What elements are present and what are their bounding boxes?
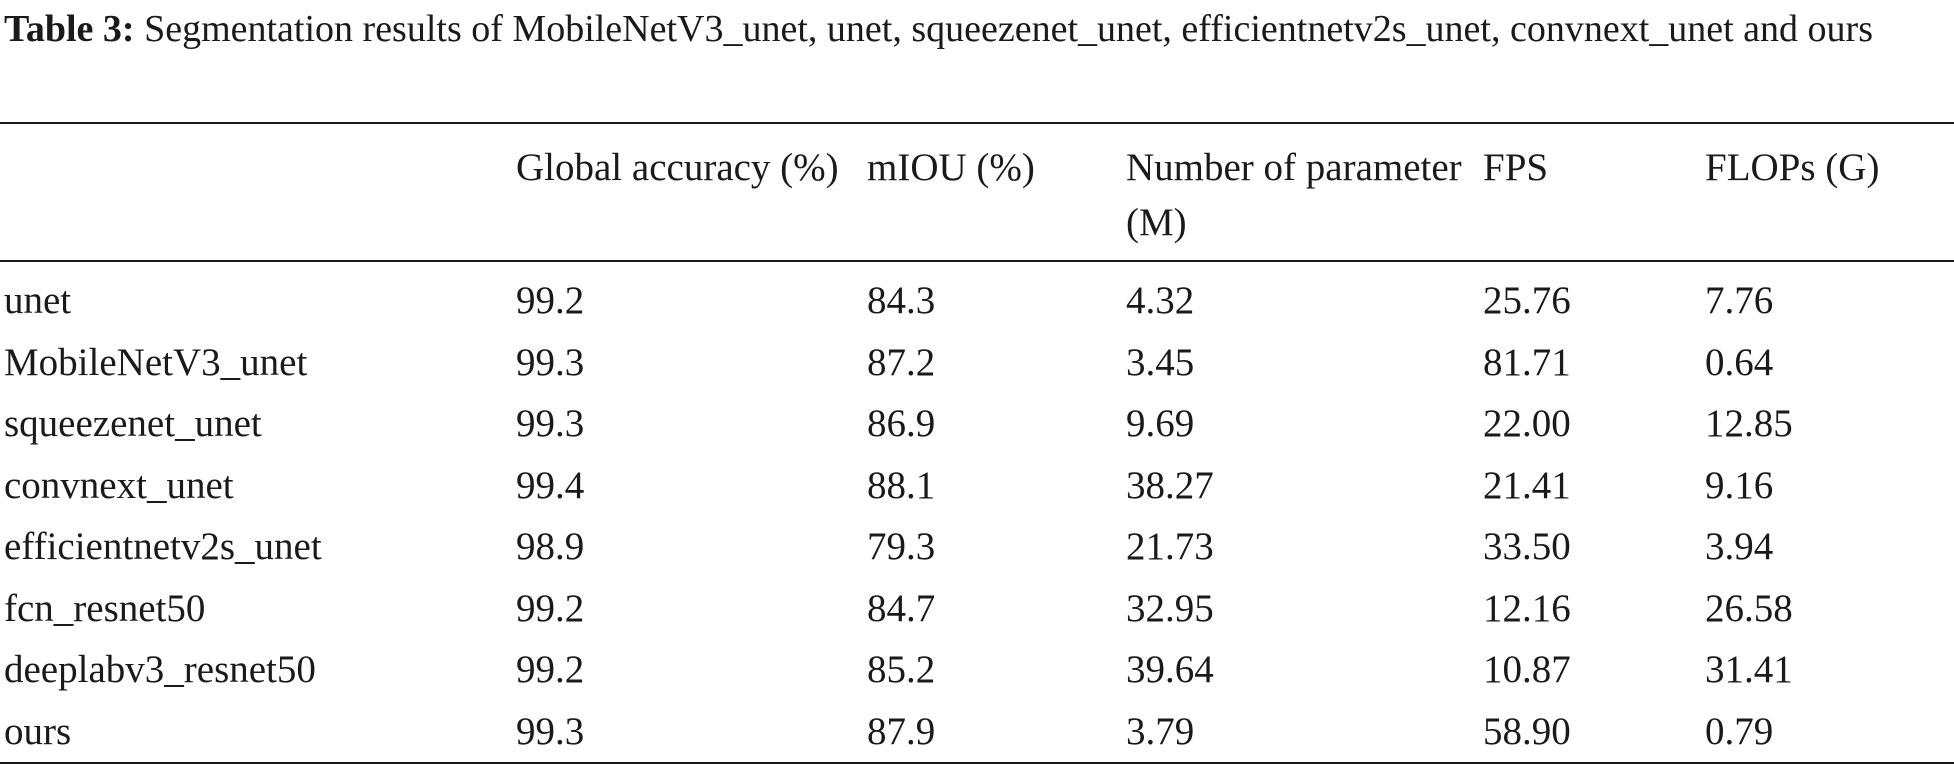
cell-global-accuracy: 99.2 [516,279,585,322]
cell-global-accuracy: 99.2 [516,586,585,630]
cell-global-accuracy: 99.3 [516,340,585,384]
table-row: squeezenet_unet 99.3 86.9 9.69 22.00 12.… [0,393,1954,455]
cell-method: MobileNetV3_unet [4,340,308,384]
cell-flops: 9.16 [1705,463,1774,507]
cell-method: fcn_resnet50 [4,586,206,630]
cell-flops: 3.94 [1705,525,1774,568]
cell-flops: 26.58 [1705,586,1793,630]
cell-fps: 33.50 [1483,525,1571,568]
cell-parameters: 39.64 [1126,648,1214,691]
cell-parameters: 21.73 [1126,525,1214,568]
cell-method: deeplabv3_resnet50 [4,648,316,691]
cell-global-accuracy: 99.3 [516,402,585,445]
cell-method: ours [4,709,72,753]
cell-global-accuracy: 99.4 [516,463,585,507]
table-row: MobileNetV3_unet 99.3 87.2 3.45 81.71 0.… [0,332,1954,394]
cell-method: efficientnetv2s_unet [4,525,322,568]
table-row: ours 99.3 87.9 3.79 58.90 0.79 [0,701,1954,763]
cell-miou: 87.9 [867,709,936,753]
cell-flops: 7.76 [1705,279,1774,322]
cell-miou: 88.1 [867,463,936,507]
cell-parameters: 3.45 [1126,340,1195,384]
table-row: deeplabv3_resnet50 99.2 85.2 39.64 10.87… [0,639,1954,701]
cell-miou: 85.2 [867,648,936,691]
table-row: convnext_unet 99.4 88.1 38.27 21.41 9.16 [0,455,1954,517]
cell-global-accuracy: 98.9 [516,525,585,568]
cell-global-accuracy: 99.3 [516,709,585,753]
results-table: Global accuracy (%) mIOU (%) Number of p… [0,122,1954,764]
cell-fps: 10.87 [1483,648,1571,691]
cell-fps: 58.90 [1483,709,1571,753]
cell-method: squeezenet_unet [4,402,262,445]
table-row: fcn_resnet50 99.2 84.7 32.95 12.16 26.58 [0,578,1954,640]
cell-flops: 31.41 [1705,648,1793,691]
table-row: efficientnetv2s_unet 98.9 79.3 21.73 33.… [0,516,1954,578]
cell-miou: 84.3 [867,279,936,322]
cell-miou: 84.7 [867,586,936,630]
table-header-row: Global accuracy (%) mIOU (%) Number of p… [0,123,1954,261]
cell-parameters: 4.32 [1126,279,1195,322]
cell-fps: 21.41 [1483,463,1571,507]
cell-miou: 87.2 [867,340,936,384]
cell-parameters: 38.27 [1126,463,1214,507]
table-row: unet 99.2 84.3 4.32 25.76 7.76 [0,261,1954,332]
table-caption-label: Table 3: [4,8,135,50]
cell-fps: 81.71 [1483,340,1571,384]
cell-flops: 0.79 [1705,709,1774,753]
cell-parameters: 3.79 [1126,709,1195,753]
cell-fps: 22.00 [1483,402,1571,445]
cell-parameters: 9.69 [1126,402,1195,445]
column-header-parameters: Number of parameter (M) [1126,146,1462,244]
cell-parameters: 32.95 [1126,586,1214,630]
column-header-method [0,123,516,261]
cell-miou: 79.3 [867,525,936,568]
column-header-fps: FPS [1483,146,1549,189]
cell-fps: 12.16 [1483,586,1571,630]
cell-method: unet [4,279,72,322]
table-caption-text: Segmentation results of MobileNetV3_unet… [134,8,1873,50]
cell-flops: 0.64 [1705,340,1774,384]
table-caption: Table 3: Segmentation results of MobileN… [4,0,1950,57]
cell-fps: 25.76 [1483,279,1571,322]
column-header-global-accuracy: Global accuracy (%) [516,146,839,189]
cell-method: convnext_unet [4,463,234,507]
column-header-miou: mIOU (%) [867,146,1035,189]
column-header-flops: FLOPs (G) [1705,146,1880,189]
cell-flops: 12.85 [1705,402,1793,445]
cell-global-accuracy: 99.2 [516,648,585,691]
cell-miou: 86.9 [867,402,936,445]
